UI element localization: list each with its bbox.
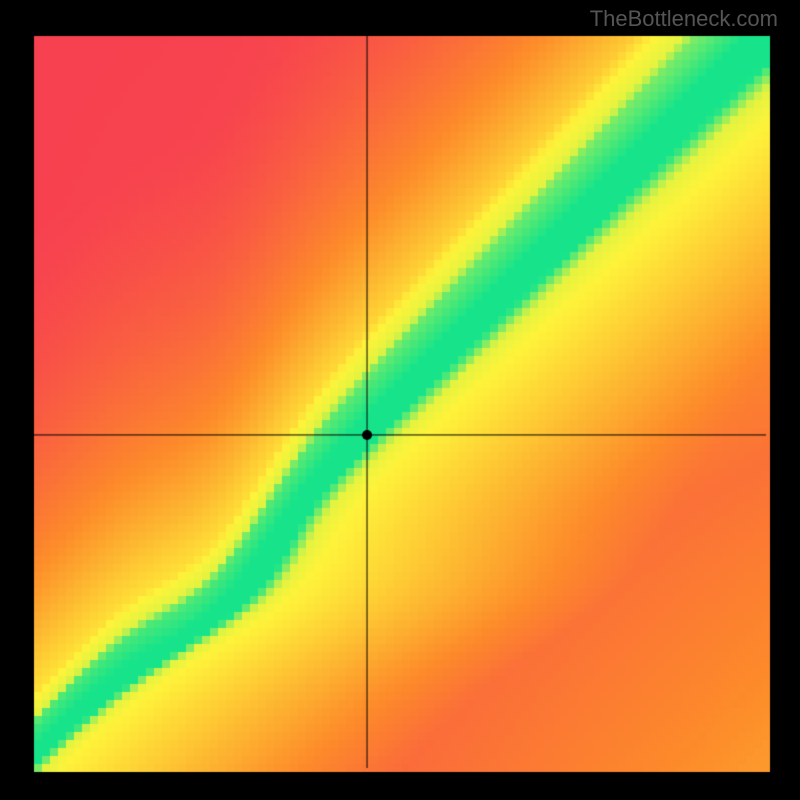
watermark-text: TheBottleneck.com: [590, 6, 778, 32]
bottleneck-heatmap: [0, 0, 800, 800]
